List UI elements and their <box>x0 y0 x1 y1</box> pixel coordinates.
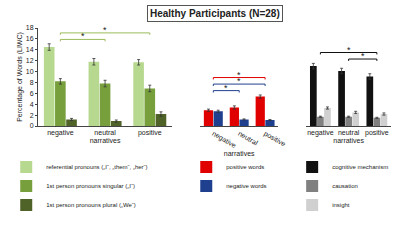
svg-text:*: * <box>347 45 351 55</box>
svg-text:*: * <box>81 31 85 41</box>
svg-text:Healthy Participants (N=28): Healthy Participants (N=28) <box>150 8 280 19</box>
svg-text:referential pronouns („I“, „th: referential pronouns („I“, „them“, „her“… <box>46 164 147 170</box>
svg-text:*: * <box>237 70 241 80</box>
svg-text:positive: positive <box>262 130 287 149</box>
svg-text:8: 8 <box>30 79 34 86</box>
svg-text:*: * <box>361 51 365 61</box>
svg-text:negative words: negative words <box>226 183 266 189</box>
svg-text:positive words: positive words <box>226 164 264 170</box>
svg-text:positive: positive <box>365 129 389 137</box>
svg-text:narratives: narratives <box>90 137 121 144</box>
svg-text:narratives: narratives <box>333 137 364 144</box>
svg-text:cognitive mechanism: cognitive mechanism <box>332 164 388 170</box>
svg-text:16: 16 <box>26 35 34 42</box>
svg-text:negative: negative <box>211 130 238 150</box>
svg-text:negative: negative <box>307 129 334 137</box>
svg-text:*: * <box>224 83 228 93</box>
svg-text:*: * <box>237 76 241 86</box>
svg-text:0: 0 <box>30 122 34 129</box>
svg-text:2: 2 <box>30 112 34 119</box>
svg-text:Percentage of Words (LIWC): Percentage of Words (LIWC) <box>16 32 24 122</box>
svg-text:18: 18 <box>26 24 34 31</box>
svg-text:14: 14 <box>26 46 34 53</box>
svg-text:neutral: neutral <box>237 130 259 147</box>
svg-text:10: 10 <box>26 68 34 75</box>
svg-text:neutral: neutral <box>338 129 360 136</box>
svg-text:12: 12 <box>26 57 34 64</box>
svg-text:4: 4 <box>30 101 34 108</box>
svg-text:negative: negative <box>47 129 74 137</box>
svg-text:positive: positive <box>138 129 162 137</box>
svg-text:1st person pronouns plural („W: 1st person pronouns plural („We“) <box>46 202 136 208</box>
svg-text:causation: causation <box>332 183 358 189</box>
svg-text:*: * <box>103 25 107 35</box>
svg-text:insight: insight <box>332 202 350 208</box>
svg-text:narratives: narratives <box>224 150 255 157</box>
svg-text:1st person pronouns singular (: 1st person pronouns singular („I“) <box>46 183 135 189</box>
svg-text:6: 6 <box>30 90 34 97</box>
svg-text:neutral: neutral <box>94 129 116 136</box>
